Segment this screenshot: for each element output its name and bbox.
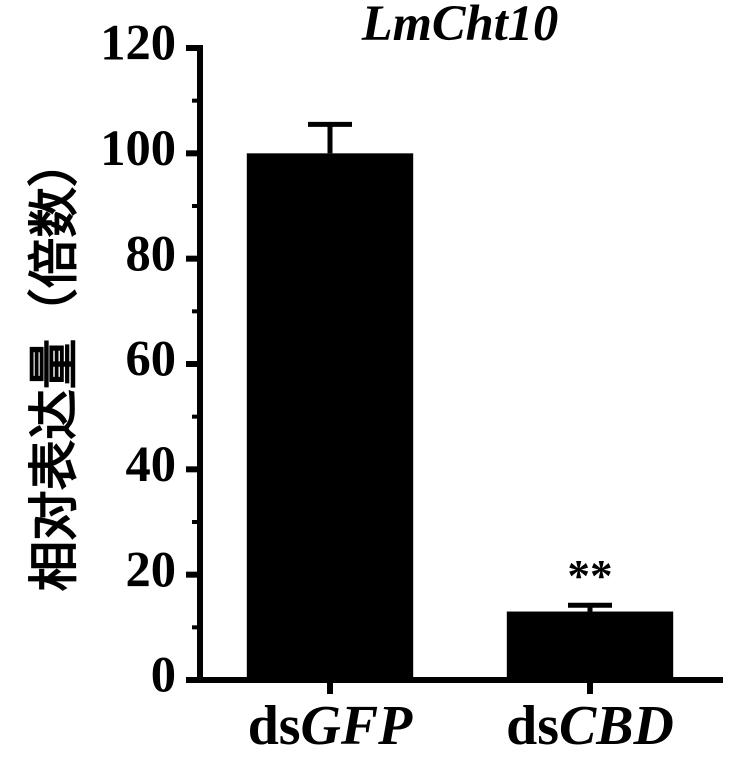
y-axis-label: 相对表达量（倍数） <box>27 137 83 592</box>
y-tick-label: 0 <box>151 647 176 703</box>
bar <box>507 612 673 680</box>
bar <box>247 153 413 680</box>
y-tick-label: 80 <box>125 225 176 281</box>
y-tick-label: 60 <box>125 331 176 387</box>
y-tick-label: 100 <box>100 120 176 176</box>
bar-chart: 0 20 40 60 80 100 120 相对表达量（倍数） dsGFP dsCBD ** LmCh… <box>0 0 756 780</box>
y-tick-label: 120 <box>100 15 176 71</box>
significance-marker: ** <box>567 551 612 601</box>
y-tick-label: 20 <box>125 541 176 597</box>
x-tick-label: dsGFP <box>248 695 413 757</box>
chart-svg: 0 20 40 60 80 100 120 相对表达量（倍数） dsGFP dsCBD ** LmCh… <box>0 0 756 780</box>
x-tick-label: dsCBD <box>506 695 674 757</box>
chart-title: LmCht10 <box>361 0 559 51</box>
y-tick-label: 40 <box>125 436 176 492</box>
